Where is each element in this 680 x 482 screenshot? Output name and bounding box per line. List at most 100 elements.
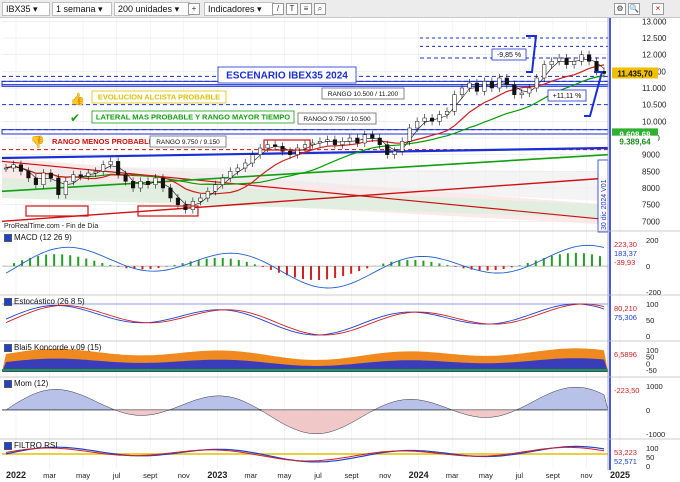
candle-body bbox=[332, 139, 337, 145]
panel-tick: 50 bbox=[646, 353, 654, 362]
macd-bar bbox=[269, 266, 272, 270]
candle-body bbox=[265, 144, 270, 149]
pct-up-label-box bbox=[547, 89, 587, 102]
indicator-checkbox[interactable] bbox=[4, 297, 12, 306]
fib-tool-icon[interactable]: ≡ bbox=[300, 3, 312, 15]
y-tick-label: 13.000 bbox=[642, 17, 667, 26]
macd-bar bbox=[358, 266, 361, 272]
y-tick-label: 9000 bbox=[642, 151, 660, 160]
macd-bar bbox=[422, 260, 425, 267]
indicator-name: Blai5 Koncorde v.09 (15) bbox=[14, 343, 102, 352]
candle-body bbox=[542, 64, 547, 79]
macd-bar bbox=[470, 266, 473, 270]
macd-bar bbox=[478, 266, 481, 271]
candle-body bbox=[93, 171, 98, 174]
toolbar: IBX35 ▾ 1 semana ▾ 200 unidades ▾ + Indi… bbox=[0, 0, 680, 18]
projection-bracket bbox=[526, 35, 538, 73]
macd-bar bbox=[61, 254, 64, 267]
candle-body bbox=[482, 81, 487, 92]
indicators-button[interactable]: Indicadores ▾ bbox=[204, 2, 274, 16]
macd-bar bbox=[494, 266, 497, 271]
indicator-checkbox[interactable] bbox=[4, 441, 12, 450]
indicator-checkbox[interactable] bbox=[4, 343, 12, 352]
indicator-title[interactable]: FILTRO RSI bbox=[4, 441, 57, 450]
candle-body bbox=[377, 137, 382, 145]
indicator-checkbox[interactable] bbox=[4, 233, 12, 242]
candle-body bbox=[63, 181, 68, 195]
panel-tick: 0 bbox=[646, 406, 650, 415]
text-tool-icon[interactable]: T bbox=[286, 3, 298, 15]
candle-body bbox=[355, 137, 360, 144]
close-icon[interactable]: × bbox=[652, 3, 664, 15]
koncorde-area-blue bbox=[2, 358, 608, 372]
symbol-select[interactable]: IBX35 ▾ bbox=[2, 2, 50, 16]
add-icon[interactable]: + bbox=[188, 3, 200, 15]
x-tick-label: 2023 bbox=[207, 470, 227, 480]
indicator-checkbox[interactable] bbox=[4, 379, 12, 388]
macd-bar bbox=[414, 260, 417, 267]
candle-body bbox=[310, 142, 315, 145]
macd-bar bbox=[310, 266, 313, 280]
candle-body bbox=[138, 181, 143, 189]
indicator-title[interactable]: Blai5 Koncorde v.09 (15) bbox=[4, 343, 101, 352]
panel-tick: -1000 bbox=[646, 430, 665, 439]
macd-bar bbox=[518, 265, 521, 267]
x-tick-label: jul bbox=[112, 471, 121, 480]
panel-tick: 100 bbox=[646, 444, 659, 453]
y-tick-label: 12.000 bbox=[642, 51, 667, 60]
draw-tool-icon[interactable]: / bbox=[272, 3, 284, 15]
candle-body bbox=[504, 77, 509, 85]
macd-bar bbox=[318, 266, 321, 280]
search-icon[interactable]: 🔍 bbox=[628, 3, 640, 15]
indicator-title[interactable]: MACD (12 26 9) bbox=[4, 233, 72, 242]
candle-body bbox=[160, 177, 166, 189]
macd-bar bbox=[85, 258, 88, 267]
macd-bar bbox=[502, 266, 505, 269]
candle-body bbox=[213, 184, 218, 192]
macd-bar bbox=[590, 254, 593, 267]
macd-bar bbox=[13, 263, 16, 267]
y-tick-label: 10.500 bbox=[642, 101, 667, 110]
panel-tick: 50 bbox=[646, 453, 654, 462]
macd-bar bbox=[454, 266, 457, 267]
candle-body bbox=[123, 174, 128, 182]
x-tick-label: nov bbox=[580, 471, 592, 480]
candle-body bbox=[280, 146, 285, 152]
panel-value-label: 223,30 bbox=[614, 240, 637, 249]
candle-body bbox=[288, 151, 293, 155]
y-tick-label: 12.500 bbox=[642, 34, 667, 43]
macd-bar bbox=[125, 266, 128, 269]
y-tick-label: 11.000 bbox=[642, 84, 666, 93]
period-select[interactable]: 1 semana ▾ bbox=[52, 2, 112, 16]
x-tick-label: sept bbox=[344, 471, 359, 480]
panel-tick: 50 bbox=[646, 316, 654, 325]
x-tick-label: may bbox=[76, 471, 90, 480]
indicator-title[interactable]: Mom (12) bbox=[4, 379, 48, 388]
zoom-icon[interactable]: ⌕ bbox=[314, 3, 326, 15]
candle-body bbox=[258, 147, 263, 155]
candle-body bbox=[175, 197, 180, 205]
x-tick-label: sept bbox=[546, 471, 561, 480]
panel-tick: 0 bbox=[646, 262, 650, 271]
indicator-title[interactable]: Estocástico (26 8 5) bbox=[4, 297, 85, 306]
settings-icon[interactable]: ⚙ bbox=[614, 3, 626, 15]
macd-bar bbox=[261, 266, 264, 268]
panel-tick: 100 bbox=[646, 346, 659, 355]
candle-body bbox=[519, 92, 524, 95]
y-tick-label: 8000 bbox=[642, 184, 660, 193]
candle-body bbox=[370, 134, 375, 139]
rsi-line-red bbox=[5, 446, 605, 462]
macd-bar bbox=[45, 254, 48, 267]
candle-body bbox=[407, 127, 412, 142]
candle-body bbox=[78, 174, 83, 177]
range-low-label: RANGO 9.750 / 9.150 bbox=[156, 139, 220, 146]
units-select[interactable]: 200 unidades ▾ bbox=[114, 2, 190, 16]
x-tick-label: nov bbox=[379, 471, 391, 480]
x-tick-label: 2024 bbox=[409, 470, 429, 480]
bull-label-box bbox=[91, 90, 227, 104]
pct-down-label: -9,85 % bbox=[497, 52, 521, 59]
indicator-name: Estocástico (26 8 5) bbox=[14, 297, 85, 306]
candle-body bbox=[557, 57, 562, 62]
check-icon: ✔ bbox=[70, 111, 80, 125]
date-marker-label: 30 dic 2024 V01 bbox=[601, 179, 608, 230]
